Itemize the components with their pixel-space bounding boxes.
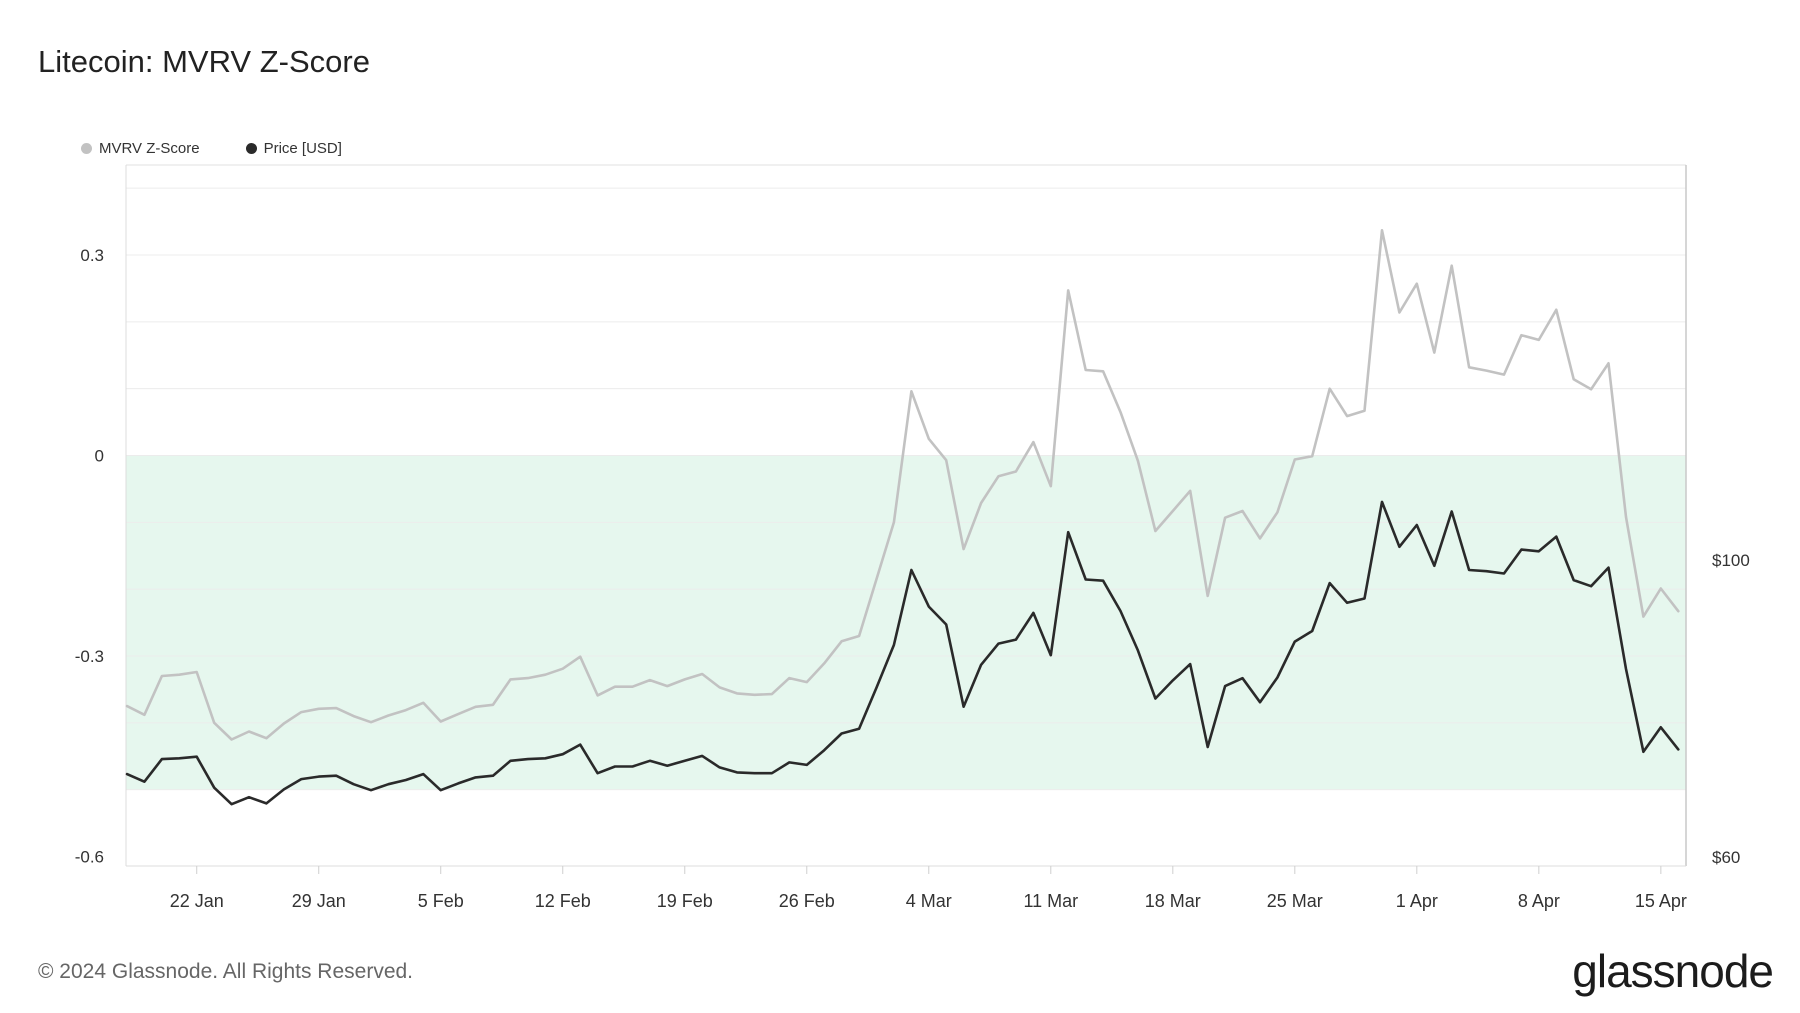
- undervalued-band: [126, 455, 1686, 790]
- chart-legend: MVRV Z-Score Price [USD]: [81, 140, 342, 157]
- x-tick-label: 5 Feb: [418, 891, 464, 911]
- y-right-tick-label: $60: [1712, 848, 1740, 867]
- y-left-tick-label: 0: [95, 447, 104, 466]
- y-left-tick-label: -0.6: [75, 848, 104, 867]
- legend-item-mvrv[interactable]: MVRV Z-Score: [81, 140, 200, 157]
- glassnode-logo[interactable]: glassnode: [1572, 945, 1774, 997]
- y-right-tick-label: $100: [1712, 551, 1750, 570]
- x-tick-label: 11 Mar: [1023, 891, 1078, 911]
- price-line: [125, 500, 1680, 806]
- legend-marker-price: [245, 143, 257, 154]
- y-left-tick-label: -0.3: [75, 647, 104, 666]
- legend-label-price: Price [USD]: [263, 140, 342, 157]
- legend-item-price[interactable]: Price [USD]: [245, 140, 342, 157]
- chart-title: Litecoin: MVRV Z-Score: [38, 44, 370, 79]
- y-left-tick-label: 0.3: [80, 246, 104, 265]
- x-tick-label: 4 Mar: [906, 891, 952, 911]
- x-tick-label: 8 Apr: [1518, 891, 1560, 911]
- x-tick-label: 15 Apr: [1635, 891, 1687, 911]
- x-tick-label: 1 Apr: [1396, 891, 1438, 911]
- mvrv-zscore-line: [125, 229, 1680, 741]
- x-tick-label: 19 Feb: [657, 891, 713, 911]
- x-tick-label: 26 Feb: [779, 891, 835, 911]
- legend-marker-mvrv: [81, 143, 92, 154]
- x-tick-label: 22 Jan: [170, 891, 224, 911]
- x-tick-label: 12 Feb: [535, 891, 591, 911]
- copyright-text: © 2024 Glassnode. All Rights Reserved.: [38, 960, 414, 983]
- legend-label-mvrv: MVRV Z-Score: [99, 140, 200, 157]
- x-tick-label: 18 Mar: [1145, 891, 1201, 911]
- x-tick-label: 25 Mar: [1267, 891, 1323, 911]
- x-tick-label: 29 Jan: [292, 891, 346, 911]
